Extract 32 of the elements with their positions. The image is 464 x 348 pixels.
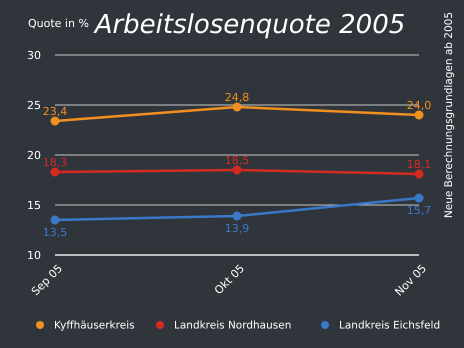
y-tick-label: 10 bbox=[27, 248, 41, 262]
point bbox=[50, 116, 60, 126]
data-label: 15,7 bbox=[406, 204, 432, 217]
data-label: 18,1 bbox=[406, 158, 432, 171]
data-label: 13,9 bbox=[224, 222, 250, 235]
y-axis-title: Quote in % bbox=[28, 17, 89, 30]
text: Neue Berechnungsgrundlagen ab 2005 bbox=[443, 12, 455, 218]
data-label: 18,5 bbox=[224, 154, 250, 167]
point bbox=[414, 194, 424, 202]
legend-label: Kyffhäuserkreis bbox=[54, 320, 135, 332]
data-label: 18,3 bbox=[42, 156, 68, 169]
point bbox=[414, 170, 424, 178]
point bbox=[50, 216, 60, 224]
chart-title: Arbeitslosenquote 2005 bbox=[92, 10, 406, 40]
data-label: 23,4 bbox=[42, 105, 68, 118]
y-tick-label: 25 bbox=[27, 98, 41, 112]
data-label: 13,5 bbox=[42, 226, 68, 239]
point bbox=[232, 166, 242, 174]
point bbox=[50, 168, 60, 176]
y-tick-label: 15 bbox=[27, 198, 41, 212]
x-tick-label: Okt 05 bbox=[212, 262, 248, 298]
legend-label: Landkreis Nordhausen bbox=[174, 320, 292, 332]
y-tick-label: 30 bbox=[27, 48, 41, 62]
x-tick-label: Nov 05 bbox=[392, 262, 430, 299]
data-label: 24,0 bbox=[406, 99, 432, 112]
data-label: 24,8 bbox=[224, 91, 250, 104]
x-tick-label: Sep 05 bbox=[28, 262, 66, 298]
y-tick-label: 20 bbox=[27, 148, 41, 162]
legend-label: Landkreis Eichsfeld bbox=[339, 320, 440, 332]
point bbox=[414, 110, 424, 120]
point bbox=[232, 212, 242, 220]
point bbox=[232, 102, 242, 112]
